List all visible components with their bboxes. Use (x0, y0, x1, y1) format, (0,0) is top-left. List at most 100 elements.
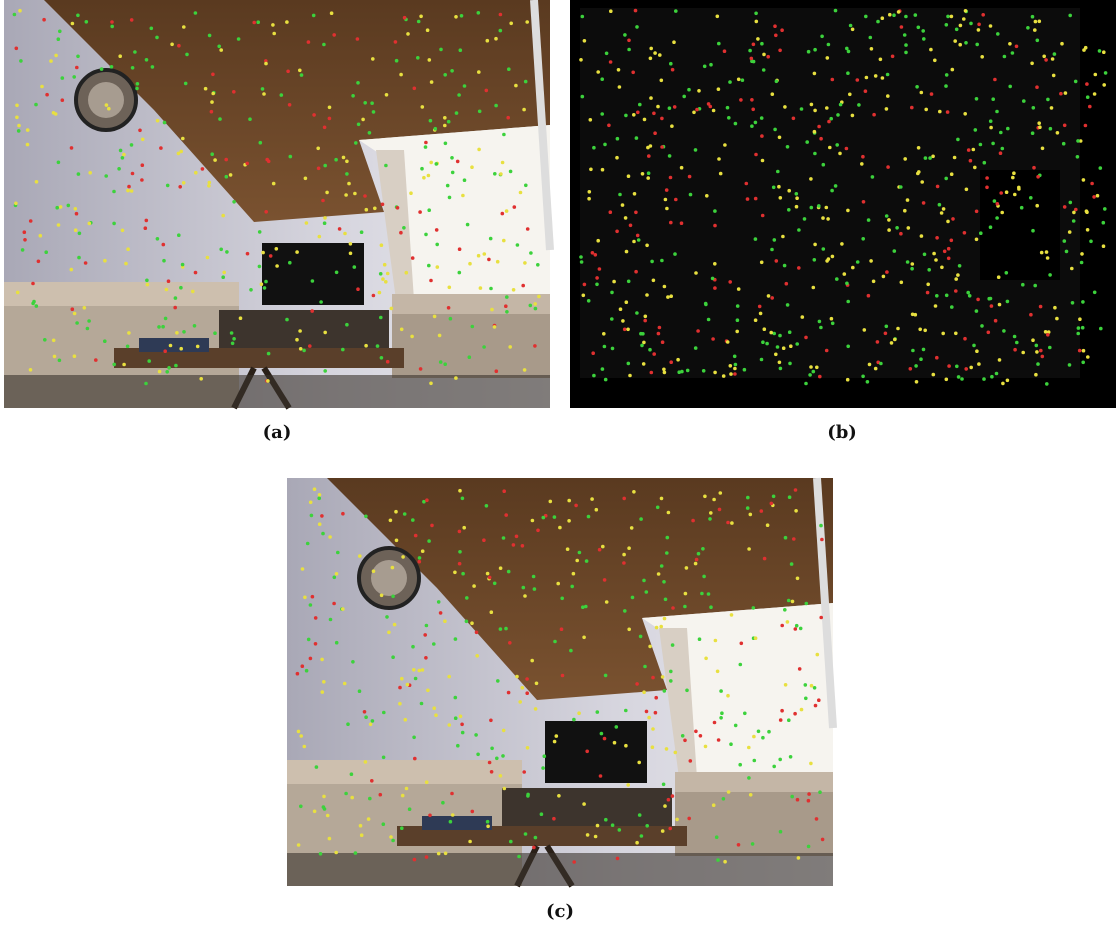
feature-point (999, 191, 1003, 195)
feature-point (322, 680, 326, 684)
feature-point (865, 76, 869, 80)
feature-point (1060, 42, 1064, 46)
feature-point (414, 677, 418, 681)
feature-point (1041, 355, 1045, 359)
feature-point (1048, 346, 1052, 350)
feature-point (615, 156, 619, 160)
feature-point (648, 348, 652, 352)
feature-point (649, 57, 653, 61)
feature-point (778, 49, 782, 53)
feature-point (830, 317, 834, 321)
feature-point (959, 24, 963, 28)
feature-point (861, 237, 865, 241)
feature-point (333, 576, 337, 580)
feature-point (627, 362, 631, 366)
feature-point (624, 744, 628, 748)
feature-point (602, 332, 606, 336)
feature-point (425, 855, 429, 859)
feature-point (461, 731, 465, 735)
feature-point (264, 210, 268, 214)
feature-point (619, 307, 623, 311)
feature-point (447, 675, 451, 679)
feature-point (796, 798, 800, 802)
feature-point (403, 16, 407, 20)
feature-point (788, 495, 792, 499)
feature-point (728, 280, 732, 284)
feature-point (427, 174, 431, 178)
feature-point (502, 536, 506, 540)
feature-point (434, 713, 438, 717)
feature-point (579, 255, 583, 259)
feature-point (88, 171, 92, 175)
feature-point (181, 137, 185, 141)
feature-point (1036, 362, 1040, 366)
feature-point (501, 212, 505, 216)
feature-point (345, 323, 349, 327)
feature-point (525, 691, 529, 695)
feature-point (429, 382, 433, 386)
feature-point (368, 131, 372, 135)
feature-point (434, 127, 438, 131)
feature-point (1022, 99, 1026, 103)
feature-point (786, 145, 790, 149)
feature-point (655, 626, 659, 630)
feature-point (973, 166, 977, 170)
feature-point (526, 227, 530, 231)
feature-point (876, 20, 880, 24)
feature-point (670, 124, 674, 128)
feature-point (694, 346, 698, 350)
feature-point (650, 371, 654, 375)
feature-point (521, 686, 525, 690)
feature-point (1042, 55, 1046, 59)
feature-point (428, 58, 432, 62)
feature-point (697, 552, 701, 556)
feature-point (413, 858, 417, 862)
feature-point (364, 760, 368, 764)
feature-point (425, 498, 429, 502)
feature-point (761, 736, 765, 740)
feature-point (666, 295, 670, 299)
feature-point (641, 172, 645, 176)
feature-point (447, 306, 451, 310)
feature-point (683, 605, 687, 609)
feature-point (383, 263, 387, 267)
feature-point (714, 639, 718, 643)
feature-point (523, 261, 527, 265)
feature-point (55, 206, 59, 210)
feature-point (737, 843, 741, 847)
feature-point (1102, 221, 1106, 225)
feature-point (477, 70, 481, 74)
feature-point (651, 727, 655, 731)
feature-point (437, 852, 441, 856)
feature-point (843, 272, 847, 276)
feature-point (381, 277, 385, 281)
feature-point (105, 103, 109, 107)
feature-point (1078, 349, 1082, 353)
feature-point (389, 835, 393, 839)
feature-point (998, 358, 1002, 362)
feature-point (556, 582, 560, 586)
feature-point (995, 110, 999, 114)
feature-point (783, 105, 787, 109)
feature-point (904, 51, 908, 55)
feature-point (770, 502, 774, 506)
feature-point (194, 171, 198, 175)
feature-point (982, 377, 986, 381)
feature-point (622, 497, 626, 501)
feature-point (797, 856, 801, 860)
feature-point (365, 208, 369, 212)
feature-point (755, 20, 759, 24)
feature-point (526, 794, 530, 798)
feature-point (642, 341, 646, 345)
feature-point (295, 250, 299, 254)
feature-point (979, 231, 983, 235)
feature-point (827, 43, 831, 47)
feature-point (623, 328, 627, 332)
feature-point (323, 369, 327, 373)
feature-point (872, 113, 876, 117)
feature-point (75, 66, 79, 70)
feature-point (272, 32, 276, 36)
feature-point (275, 247, 279, 251)
feature-point (687, 817, 691, 821)
feature-point (468, 262, 472, 266)
